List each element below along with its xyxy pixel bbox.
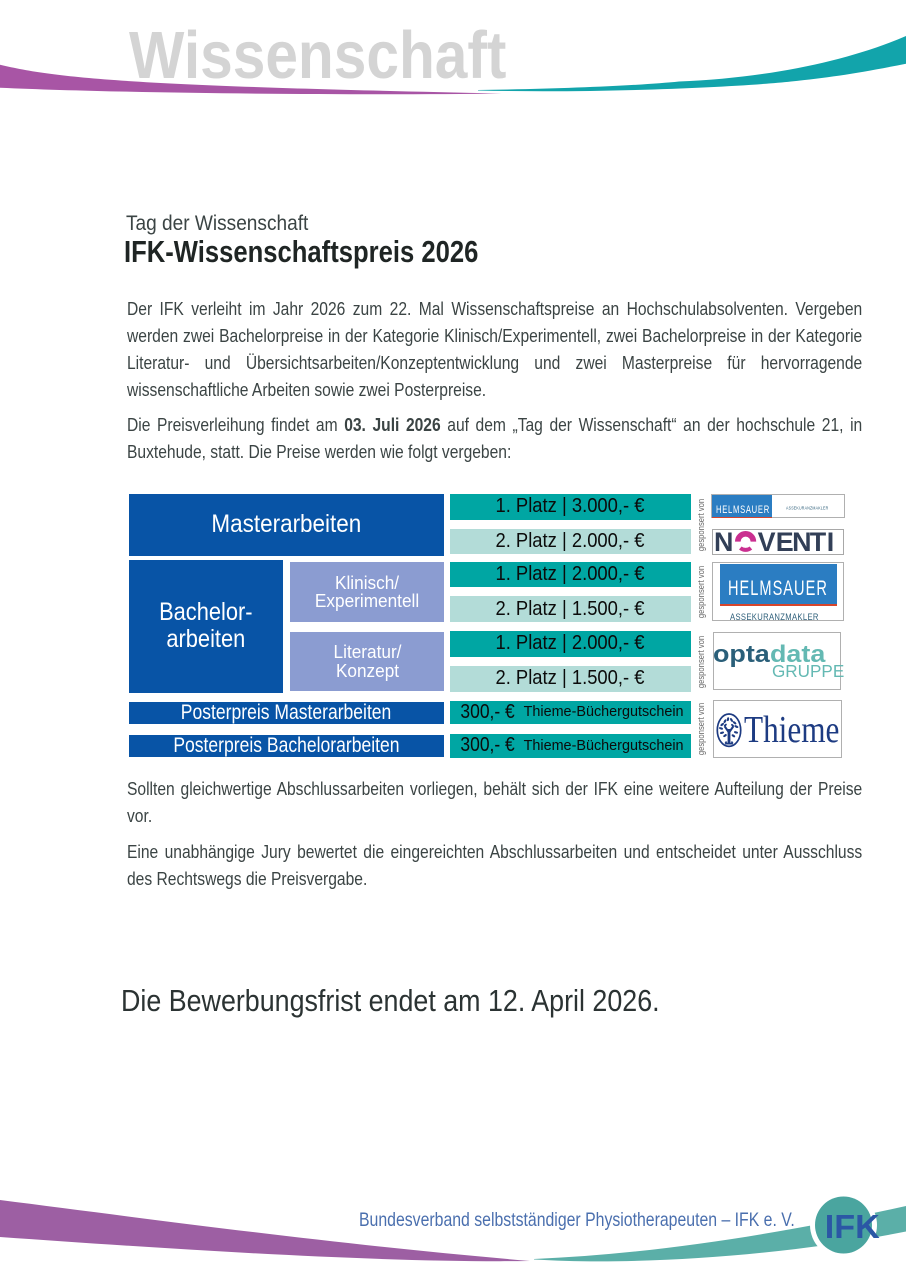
svg-text:N: N (792, 529, 811, 555)
svg-text:I: I (827, 529, 834, 555)
svg-text:V: V (757, 529, 775, 555)
svg-text:T: T (810, 529, 827, 555)
svg-text:N: N (714, 529, 733, 555)
svg-text:IFK: IFK (825, 1208, 880, 1245)
svg-text:E: E (776, 529, 794, 555)
